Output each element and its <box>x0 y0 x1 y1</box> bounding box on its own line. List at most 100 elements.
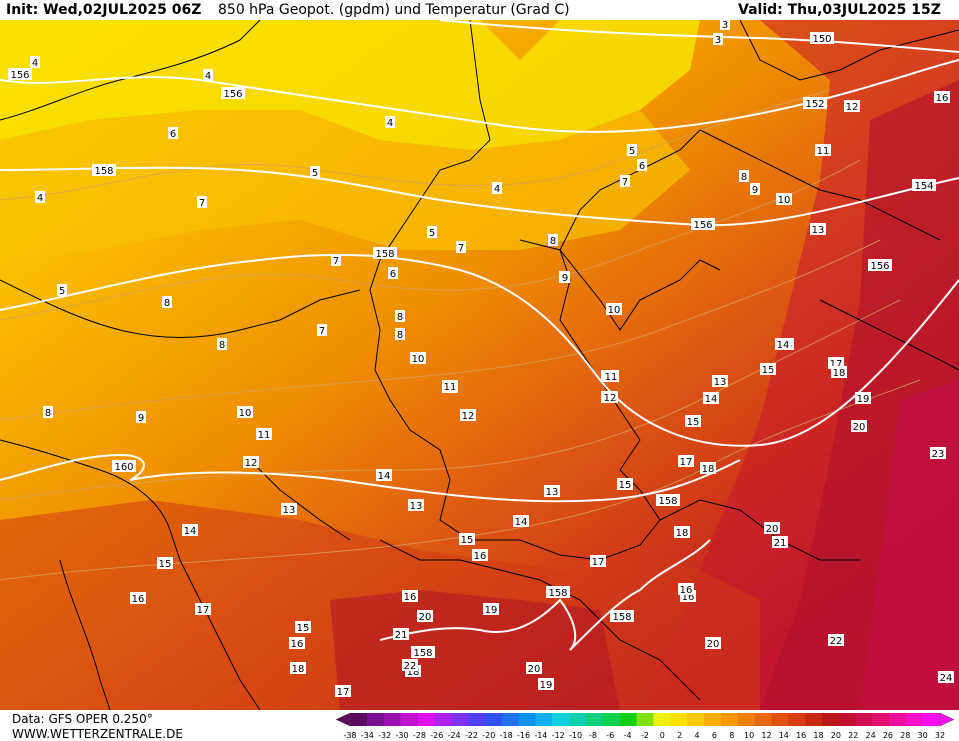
svg-text:10: 10 <box>778 195 791 206</box>
temperature-field <box>0 20 959 710</box>
colorbar-tick: 26 <box>883 731 893 740</box>
svg-text:15: 15 <box>297 623 310 634</box>
colorbar-swatch <box>451 713 469 726</box>
temperature-label: 23 <box>930 447 946 460</box>
geopotential-label: 156 <box>221 87 245 100</box>
temperature-label: 8 <box>548 234 558 247</box>
temperature-label: 14 <box>703 392 719 405</box>
svg-text:17: 17 <box>592 557 605 568</box>
svg-text:20: 20 <box>419 612 432 623</box>
geopotential-contours <box>0 19 959 651</box>
svg-text:14: 14 <box>378 471 391 482</box>
svg-text:16: 16 <box>680 585 693 596</box>
temperature-label: 7 <box>331 254 341 267</box>
svg-text:11: 11 <box>817 146 830 157</box>
colorbar-tick: 12 <box>761 731 771 740</box>
svg-text:8: 8 <box>550 236 556 247</box>
svg-text:156: 156 <box>693 220 712 231</box>
temperature-label: 14 <box>775 338 791 351</box>
svg-text:18: 18 <box>676 528 689 539</box>
geopotential-label: 158 <box>610 610 634 623</box>
svg-text:15: 15 <box>619 480 632 491</box>
temperature-label: 10 <box>237 406 253 419</box>
geopotential-label: 158 <box>92 164 116 177</box>
geopotential-label: 160 <box>112 460 136 473</box>
colorbar-swatch <box>518 713 536 726</box>
svg-text:17: 17 <box>680 457 693 468</box>
geopotential-label-layer: 1501521541561561561561581581581581581581… <box>8 32 936 659</box>
colorbar-swatch <box>619 713 637 726</box>
colorbar-swatch <box>754 713 772 726</box>
temperature-label: 3 <box>713 33 723 46</box>
temperature-label: 8 <box>43 406 53 419</box>
temperature-label: 12 <box>243 456 259 469</box>
colorbar-tick: 30 <box>918 731 928 740</box>
temperature-label: 13 <box>281 503 297 516</box>
temperature-label: 17 <box>335 685 351 698</box>
colorbar-swatch <box>805 713 823 726</box>
colorbar-swatch <box>771 713 789 726</box>
svg-text:14: 14 <box>184 526 197 537</box>
svg-text:18: 18 <box>833 368 846 379</box>
temperature-label: 13 <box>544 485 560 498</box>
colorbar-swatch <box>350 713 368 726</box>
colorbar-swatch <box>855 713 873 726</box>
temperature-label: 8 <box>739 170 749 183</box>
svg-text:15: 15 <box>762 365 775 376</box>
temperature-label: 24 <box>938 671 954 684</box>
svg-text:8: 8 <box>164 298 170 309</box>
temperature-label: 20 <box>764 522 780 535</box>
geopotential-label: 152 <box>803 97 827 110</box>
temperature-label-layer: 4444455556667777788888889991010101011111… <box>30 18 954 698</box>
svg-text:13: 13 <box>283 505 296 516</box>
temperature-label: 15 <box>157 557 173 570</box>
temperature-label: 5 <box>427 226 437 239</box>
temperature-label: 16 <box>130 592 146 605</box>
svg-text:7: 7 <box>319 326 325 337</box>
colorbar-tick: -4 <box>624 731 632 740</box>
colorbar-swatch <box>552 713 570 726</box>
colorbar-tick: -10 <box>569 731 582 740</box>
colorbar-tick: -2 <box>641 731 649 740</box>
svg-text:15: 15 <box>687 417 700 428</box>
temperature-label: 20 <box>705 637 721 650</box>
svg-text:152: 152 <box>805 99 824 110</box>
temperature-label: 19 <box>855 392 871 405</box>
svg-text:158: 158 <box>612 612 631 623</box>
colorbar-tick: 20 <box>831 731 841 740</box>
colorbar-tick: -24 <box>448 731 461 740</box>
colorbar-swatch <box>653 713 671 726</box>
temperature-label: 9 <box>750 183 760 196</box>
svg-text:5: 5 <box>629 146 635 157</box>
temperature-label: 16 <box>678 583 694 596</box>
svg-text:12: 12 <box>462 411 475 422</box>
temperature-label: 16 <box>472 549 488 562</box>
temperature-label: 14 <box>182 524 198 537</box>
svg-text:7: 7 <box>622 177 628 188</box>
svg-text:158: 158 <box>548 588 567 599</box>
temperature-label: 17 <box>195 603 211 616</box>
temperature-label: 7 <box>197 196 207 209</box>
temperature-label: 12 <box>460 409 476 422</box>
colorbar-tick: -20 <box>482 731 495 740</box>
colorbar-tick: -30 <box>396 731 409 740</box>
svg-text:12: 12 <box>846 102 859 113</box>
colorbar-tick: -8 <box>589 731 597 740</box>
colorbar-swatch <box>400 713 418 726</box>
colorbar-swatch <box>889 713 907 726</box>
svg-text:13: 13 <box>812 225 825 236</box>
temperature-label: 18 <box>700 462 716 475</box>
temperature-label: 10 <box>776 193 792 206</box>
svg-text:17: 17 <box>337 687 350 698</box>
svg-text:20: 20 <box>766 524 779 535</box>
colorbar-tick: -28 <box>413 731 426 740</box>
svg-text:15: 15 <box>159 559 172 570</box>
svg-text:13: 13 <box>714 377 727 388</box>
temperature-label: 5 <box>627 144 637 157</box>
colorbar-tick: 14 <box>779 731 789 740</box>
svg-text:158: 158 <box>94 166 113 177</box>
website-credit: WWW.WETTERZENTRALE.DE <box>12 727 183 741</box>
temperature-label: 4 <box>30 56 40 69</box>
temperature-label: 14 <box>513 515 529 528</box>
